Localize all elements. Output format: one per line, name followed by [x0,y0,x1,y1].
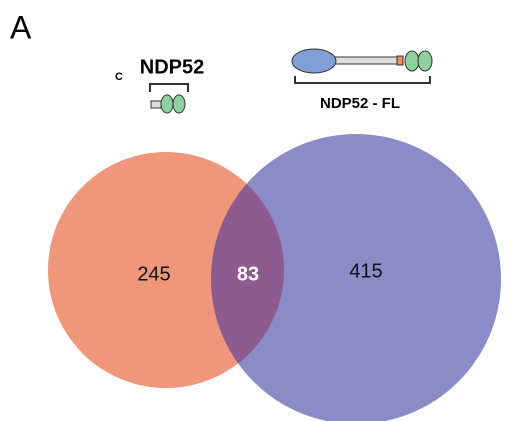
region-label: 415 [349,260,382,282]
short-protein-icon [150,84,188,113]
set-prefix: C [115,71,123,83]
full-protein-icon [292,49,432,83]
chart: A C NDP52 NDP52 - FL 245 415 83 [0,0,506,421]
set-label: NDP52 - FL [320,95,400,112]
overlap-label: 83 [237,263,259,285]
page: A C NDP52 NDP52 - FL 24541583 (() => { c… [0,0,506,421]
set-label: NDP52 [140,56,204,78]
venn: 245 415 83 [48,134,501,421]
region-label: 245 [137,263,170,285]
panel-label: A [10,9,32,45]
